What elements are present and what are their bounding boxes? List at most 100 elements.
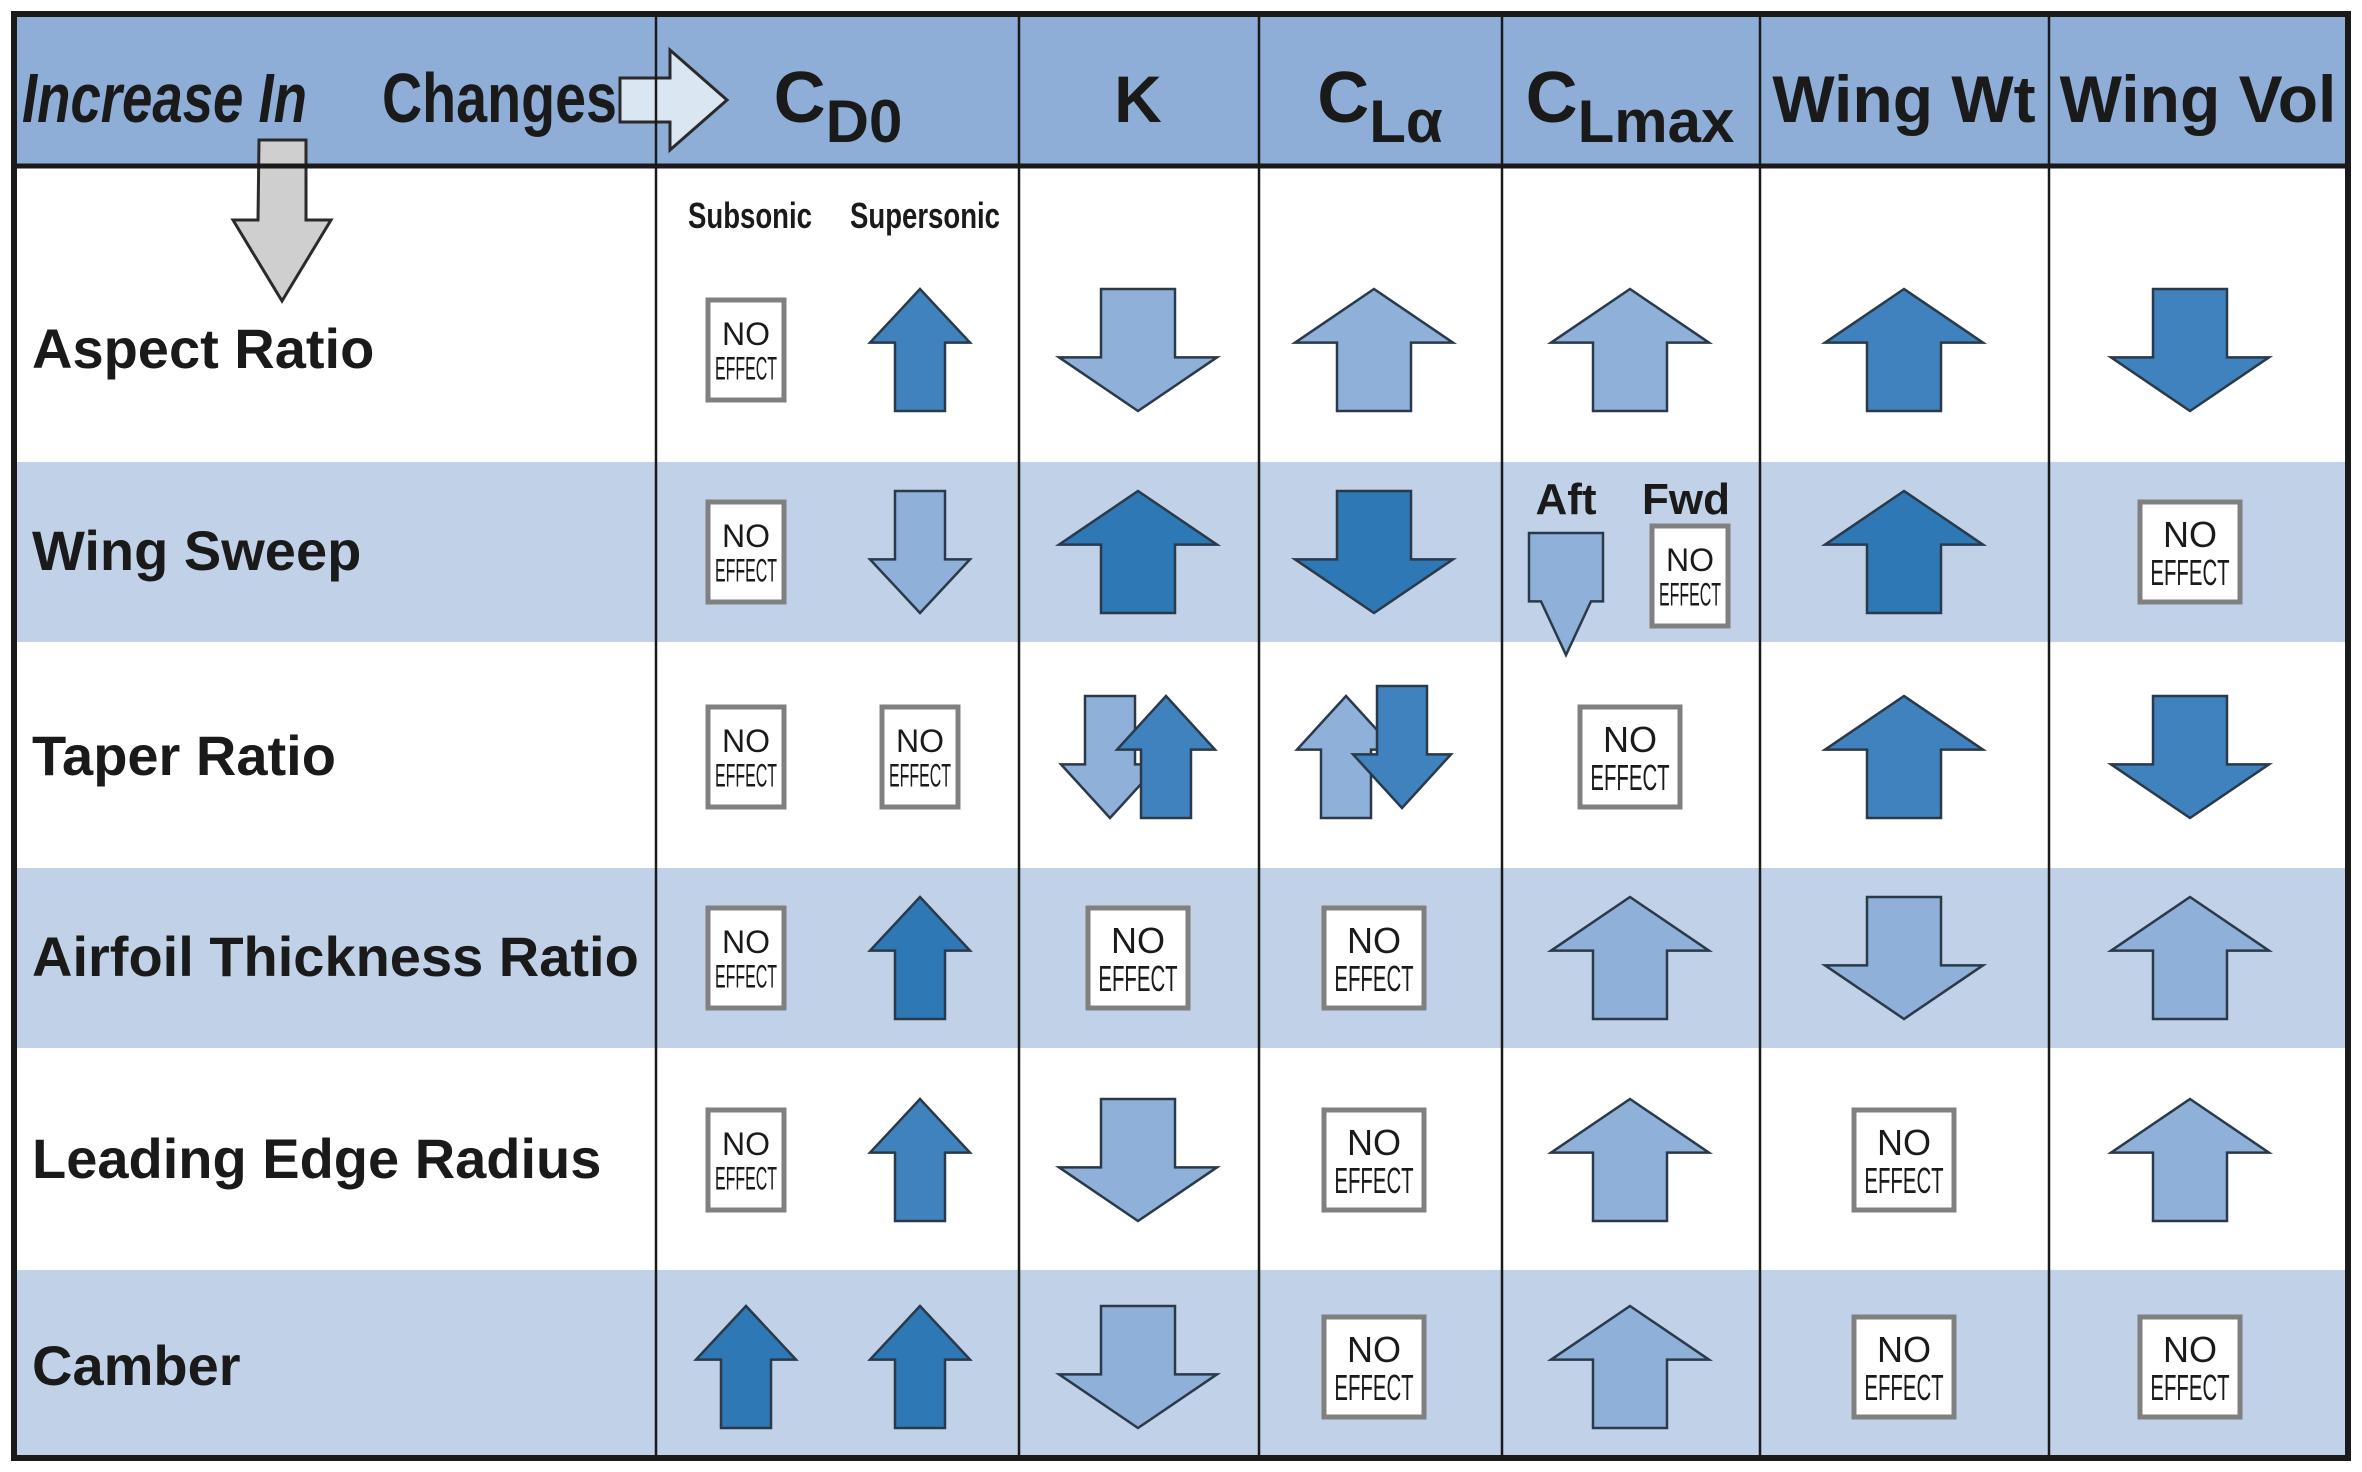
- column-header-k: K: [1114, 62, 1162, 136]
- svg-text:EFFECT: EFFECT: [715, 350, 777, 386]
- increase-arrow-icon: [1546, 1304, 1714, 1430]
- row-label: Wing Sweep: [32, 519, 361, 582]
- cell-cd0_supersonic: [867, 287, 973, 413]
- increase-arrow-icon: [1054, 489, 1222, 615]
- cell-clmax_aft: Aft Fwd: [1527, 475, 1730, 658]
- cell-k: [1054, 1304, 1222, 1430]
- increase-arrow-icon: [1820, 287, 1988, 413]
- cell-cd0_supersonic: [867, 1304, 973, 1430]
- decrease-arrow-icon: [1350, 684, 1454, 810]
- svg-text:NO: NO: [1877, 1329, 1931, 1370]
- decrease-arrow-icon: [1054, 287, 1222, 413]
- row-label: Aspect Ratio: [32, 317, 374, 380]
- cell-cd0_supersonic: [867, 1097, 973, 1223]
- cell-clmax: [1546, 287, 1714, 413]
- cell-k: [1054, 489, 1222, 615]
- increase-arrow-icon: [867, 1304, 973, 1430]
- svg-text:EFFECT: EFFECT: [1864, 1160, 1943, 1201]
- svg-text:EFFECT: EFFECT: [1334, 1367, 1413, 1408]
- increase-arrow-icon: [1546, 1097, 1714, 1223]
- row-label: Taper Ratio: [32, 724, 336, 787]
- table-row: [14, 1270, 2348, 1458]
- cell-k: [1054, 1097, 1222, 1223]
- cell-clmax: [1546, 1097, 1714, 1223]
- svg-text:EFFECT: EFFECT: [1659, 576, 1721, 612]
- svg-text:EFFECT: EFFECT: [2150, 1367, 2229, 1408]
- svg-text:NO: NO: [722, 1126, 770, 1162]
- cell-cd0_supersonic: [867, 489, 973, 615]
- cell-wing_wt: [1820, 694, 1988, 820]
- cell-k: [1058, 694, 1218, 820]
- increase-arrow-icon: [1114, 694, 1218, 820]
- svg-text:EFFECT: EFFECT: [1098, 958, 1177, 999]
- row-bands: [14, 166, 2348, 1458]
- column-header-clmax: CLmax: [1526, 58, 1735, 155]
- svg-text:NO: NO: [722, 924, 770, 960]
- column-header-cd0: CD0: [774, 58, 903, 155]
- increase-arrow-icon: [1820, 489, 1988, 615]
- cell-wing_vol: [2106, 895, 2274, 1021]
- cell-clmax: [1546, 895, 1714, 1021]
- header-background: [14, 14, 2348, 166]
- fwd-label: Fwd: [1642, 475, 1730, 524]
- decrease-arrow-icon: [1820, 895, 1988, 1021]
- cell-cla: [1290, 489, 1458, 615]
- cell-cd0_subsonic: [693, 1304, 799, 1430]
- svg-text:NO: NO: [722, 518, 770, 554]
- cell-wing_vol: [2106, 1097, 2274, 1223]
- supersonic-subheader: Supersonic: [850, 195, 1000, 236]
- cell-wing_vol: [2106, 287, 2274, 413]
- decrease-arrow-icon: [1290, 489, 1458, 615]
- table-row: [14, 166, 2348, 462]
- svg-text:NO: NO: [2163, 514, 2217, 555]
- increase-arrow-icon: [1546, 895, 1714, 1021]
- subsonic-subheader: Subsonic: [688, 195, 812, 236]
- decrease-arrow-icon: [1054, 1097, 1222, 1223]
- row-label: Camber: [32, 1334, 241, 1397]
- svg-text:EFFECT: EFFECT: [715, 552, 777, 588]
- table-grid-lines: [11, 11, 2351, 1461]
- increase-arrow-icon: [867, 1097, 973, 1223]
- svg-text:EFFECT: EFFECT: [1590, 757, 1669, 798]
- svg-text:EFFECT: EFFECT: [715, 958, 777, 994]
- increase-arrow-icon: [693, 1304, 799, 1430]
- svg-text:EFFECT: EFFECT: [1334, 1160, 1413, 1201]
- column-header-wing_vol: Wing Vol: [2060, 62, 2337, 136]
- svg-text:NO: NO: [2163, 1329, 2217, 1370]
- cell-cla: [1290, 287, 1458, 413]
- increase-arrow-icon: [2106, 895, 2274, 1021]
- table-border: [11, 11, 2351, 1461]
- increase-in-down-arrow-icon: [230, 138, 334, 304]
- decrease-arrow-icon: [2106, 694, 2274, 820]
- table-row: [14, 1048, 2348, 1270]
- cell-cd0_supersonic: [867, 895, 973, 1021]
- changes-right-arrow-icon: [618, 46, 730, 154]
- aft-label: Aft: [1535, 475, 1596, 524]
- cell-k: [1054, 287, 1222, 413]
- svg-text:NO: NO: [1347, 920, 1401, 961]
- svg-text:EFFECT: EFFECT: [715, 757, 777, 793]
